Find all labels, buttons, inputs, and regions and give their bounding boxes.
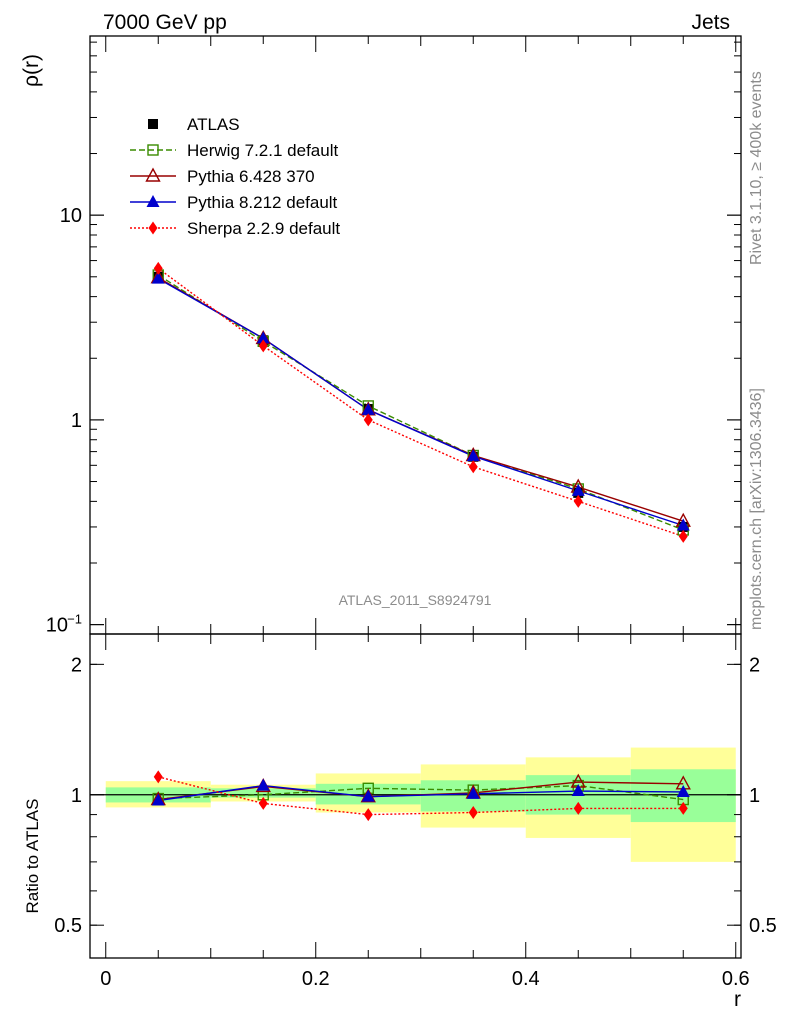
- sherpa-data-point: [363, 808, 373, 822]
- legend-herwig-marker: [147, 144, 159, 156]
- sherpa-series-line: [158, 776, 684, 816]
- sherpa-data-point: [153, 261, 163, 275]
- herwig-series-line: [158, 784, 684, 801]
- rivet-version-label: Rivet 3.1.10, ≥ 400k events: [748, 71, 765, 265]
- pythia8-data-point: [256, 778, 270, 791]
- pythia6-series-line: [157, 277, 684, 522]
- legend-sherpa-marker: [148, 221, 158, 235]
- ratio-panel: 0.5 0.5 1 1 2 2 0 0.2 0.4 0.6: [54, 633, 777, 990]
- pythia8-data-point: [361, 402, 375, 415]
- pythia8-data-point: [466, 786, 480, 799]
- pythia8-data-point: [571, 483, 585, 496]
- sherpa-data-point: [363, 413, 373, 427]
- mcplots-reference-label: mcplots.cern.ch [arXiv:1306.3436]: [748, 388, 765, 630]
- sherpa-data-point: [678, 801, 688, 815]
- legend-pythia8-label: Pythia 8.212 default: [187, 193, 338, 212]
- pythia8-data-point: [256, 331, 270, 344]
- pythia8-data-point: [466, 449, 480, 462]
- y-tick-label: 0.5: [54, 915, 82, 937]
- sherpa-data-point: [153, 770, 163, 784]
- pythia8-data-point: [151, 793, 165, 806]
- herwig-series-line: [157, 274, 684, 531]
- sherpa-data-point: [678, 529, 688, 543]
- y-tick-exponent: −1: [67, 612, 82, 627]
- sherpa-data-point: [468, 460, 478, 474]
- legend-atlas-label: ATLAS: [187, 115, 240, 134]
- pythia8-series-line: [157, 277, 684, 527]
- header-left-title: 7000 GeV pp: [103, 11, 227, 34]
- sherpa-data-point: [258, 796, 268, 810]
- legend-pythia6-marker: [145, 167, 161, 182]
- y-tick-label-right: 1: [749, 785, 760, 807]
- sherpa-data-point: [258, 339, 268, 353]
- x-tick-label: 0.2: [302, 968, 330, 990]
- legend: ATLAS Herwig 7.2.1 default Pythia 6.428 37…: [130, 115, 340, 238]
- main-y-axis-label: ρ(r): [20, 54, 43, 87]
- sherpa-series-line: [157, 267, 684, 537]
- y-tick-label-right: 0.5: [749, 915, 777, 937]
- y-tick-label: 1: [71, 410, 82, 432]
- y-tick-label: 10: [46, 615, 68, 637]
- header-right-title: Jets: [691, 11, 730, 34]
- legend-pythia8-marker: [146, 195, 160, 207]
- pythia8-data-point: [676, 518, 690, 531]
- pythia8-data-point: [361, 789, 375, 802]
- sherpa-data-point: [573, 801, 583, 815]
- legend-atlas-marker: [148, 119, 158, 129]
- legend-pythia6-label: Pythia 6.428 370: [187, 167, 315, 186]
- y-tick-label-right: 2: [749, 654, 760, 676]
- x-axis-label: r: [734, 988, 741, 1011]
- y-tick-label: 1: [71, 785, 82, 807]
- y-tick-label: 10: [60, 205, 82, 227]
- analysis-watermark: ATLAS_2011_S8924791: [339, 592, 492, 608]
- pythia8-series-line: [158, 784, 684, 802]
- x-tick-label: 0.6: [722, 968, 750, 990]
- legend-sherpa-label: Sherpa 2.2.9 default: [187, 219, 340, 238]
- pythia8-data-point: [571, 784, 585, 797]
- uncertainty-band-inner: [210, 788, 316, 798]
- pythia8-data-point: [676, 784, 690, 797]
- legend-herwig-label: Herwig 7.2.1 default: [187, 141, 338, 160]
- x-tick-label: 0.4: [512, 968, 540, 990]
- y-tick-label: 2: [71, 654, 82, 676]
- sherpa-data-point: [573, 494, 583, 508]
- ratio-plot-frame: [89, 633, 742, 959]
- x-tick-label: 0: [100, 968, 111, 990]
- pythia8-data-point: [151, 271, 165, 284]
- ratio-y-axis-label: Ratio to ATLAS: [23, 799, 42, 914]
- sherpa-data-point: [468, 806, 478, 820]
